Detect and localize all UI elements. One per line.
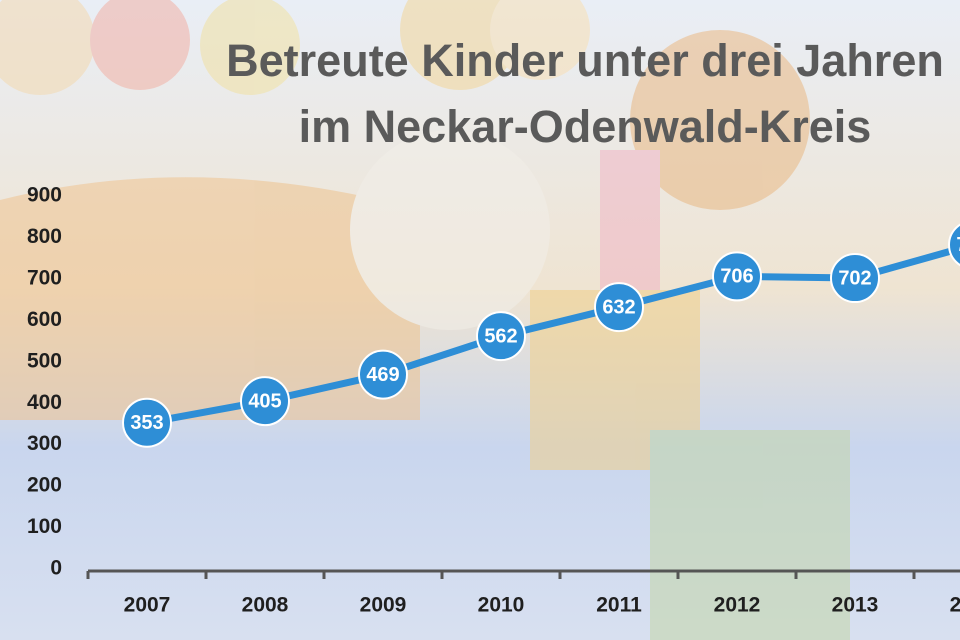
data-label: 632 [602,296,635,318]
y-tick-label: 800 [27,225,62,248]
data-point [358,349,408,400]
x-tick-label: 2014 [950,594,960,617]
y-tick-label: 600 [27,308,62,331]
x-tick-label: 2011 [596,594,642,617]
data-point [240,376,290,427]
data-point [122,397,172,448]
x-tick-label: 2007 [124,594,171,617]
y-tick-label: 700 [27,266,62,289]
data-point [594,282,644,333]
photo-decoration [0,0,850,640]
x-tick-label: 2009 [360,594,407,617]
y-tick-label: 0 [50,557,62,580]
y-tick-label: 100 [27,515,62,538]
chart-title: im Neckar-Odenwald-Kreis [299,101,872,152]
data-label: 706 [720,266,753,288]
x-tick-label: 2010 [478,594,525,617]
chart-title: Betreute Kinder unter drei Jahren [226,35,944,86]
x-tick-label: 2013 [832,594,879,617]
data-point [948,223,960,267]
data-label: 405 [248,390,281,412]
y-tick-label: 500 [27,349,62,372]
data-label: 469 [366,364,399,386]
data-point [830,253,880,304]
y-tick-label: 300 [27,432,62,455]
y-tick-label: 400 [27,391,62,414]
data-label: 562 [484,325,517,347]
data-label: 782 [956,234,960,256]
x-tick-label: 2012 [714,594,761,617]
data-label: 702 [838,267,871,289]
y-tick-label: 900 [27,184,62,207]
plot-area: 0 100 200 300 400 500 600 700 800 900 2007 2008 2009… [27,184,960,617]
data-label: 353 [130,412,163,434]
x-tick-label: 2008 [242,594,289,617]
data-point [476,311,526,362]
data-point [712,251,762,302]
y-tick-label: 200 [27,474,62,497]
